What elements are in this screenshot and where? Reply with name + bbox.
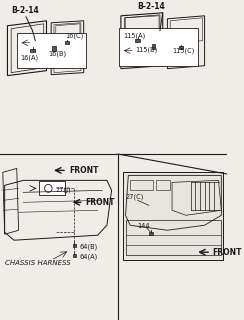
Bar — [119, 28, 198, 66]
Bar — [65, 41, 69, 44]
Bar — [17, 33, 86, 68]
Text: B-2-14: B-2-14 — [138, 2, 165, 11]
Bar — [177, 46, 193, 58]
Polygon shape — [123, 172, 223, 260]
Bar — [61, 51, 74, 59]
Text: 27(J): 27(J) — [56, 186, 71, 193]
Bar — [130, 43, 149, 53]
Bar — [130, 180, 153, 190]
Bar — [156, 180, 170, 190]
Bar — [180, 46, 183, 49]
Bar — [152, 44, 155, 49]
Bar — [52, 46, 56, 51]
Text: FRONT: FRONT — [212, 248, 242, 257]
Text: FRONT: FRONT — [70, 166, 99, 175]
Text: 16(A): 16(A) — [20, 55, 39, 61]
Bar — [149, 232, 152, 235]
Text: FRONT: FRONT — [86, 198, 115, 207]
Text: B-2-14: B-2-14 — [11, 6, 39, 15]
Text: 144: 144 — [138, 223, 150, 229]
Text: 27(C): 27(C) — [126, 193, 144, 200]
Bar — [135, 39, 140, 42]
Bar — [39, 181, 65, 195]
Text: 115(C): 115(C) — [172, 48, 194, 54]
Text: 16(B): 16(B) — [48, 51, 66, 57]
Bar — [72, 244, 76, 246]
Text: 16(C): 16(C) — [65, 33, 83, 39]
Text: 115(A): 115(A) — [124, 33, 146, 39]
Text: 64(B): 64(B) — [79, 243, 97, 250]
Text: CHASSIS HARNESS: CHASSIS HARNESS — [5, 260, 71, 266]
Bar — [72, 254, 76, 257]
Bar — [30, 49, 35, 52]
Text: 64(A): 64(A) — [79, 253, 97, 260]
Text: 115(B): 115(B) — [135, 47, 157, 53]
